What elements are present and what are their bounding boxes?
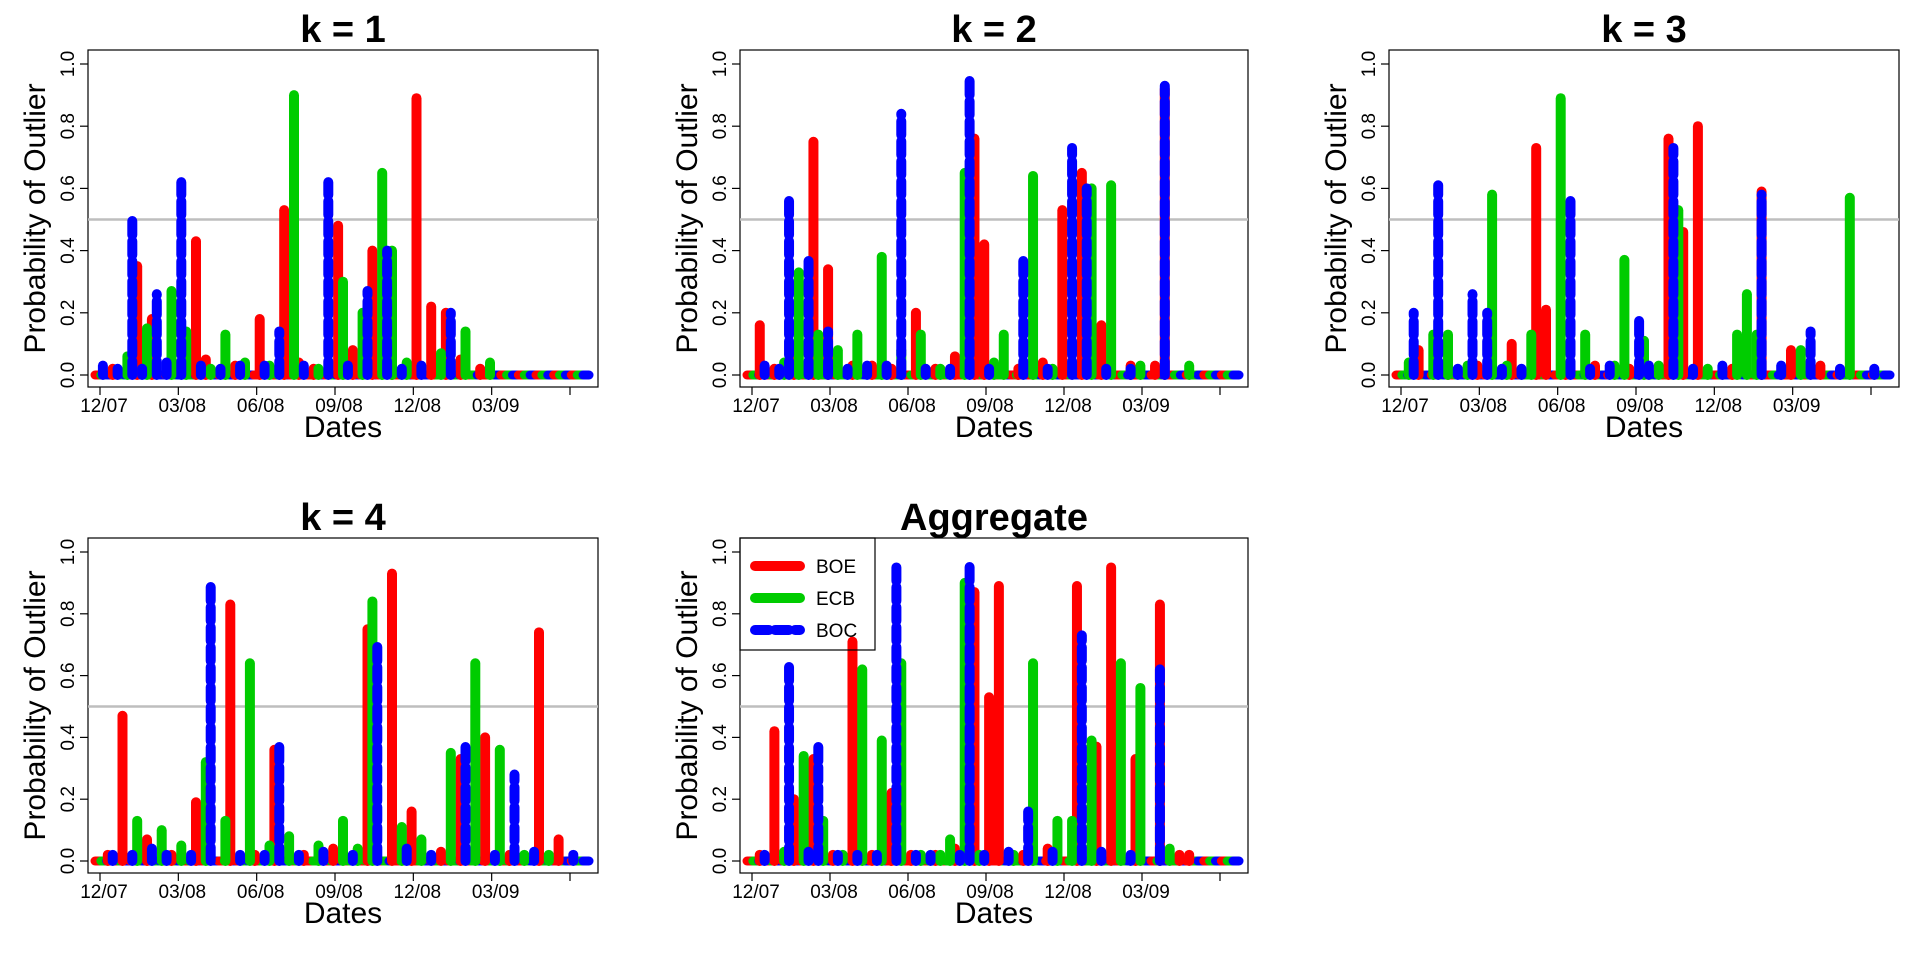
panel-2-ytick-label: 0.6: [710, 175, 731, 201]
panel-3-ytick-label: 0.6: [1359, 175, 1380, 201]
panel-1-ytick-label: 0.0: [58, 362, 79, 388]
panel-2-ytick-label: 0.4: [710, 237, 731, 264]
panel-5-xtick-label: 06/08: [888, 882, 936, 903]
panel-2-xtick-label: 12/08: [1044, 396, 1092, 417]
panel-3-xtick-label: 12/08: [1695, 396, 1743, 417]
panel-1-xlabel: Dates: [304, 411, 382, 444]
panel-5-ytick-label: 1.0: [710, 539, 731, 565]
panel-3-ytick-label: 0.2: [1359, 300, 1380, 326]
panel-5-ytick-label: 0.2: [710, 786, 731, 812]
panel-1-xtick-label: 12/07: [80, 396, 128, 417]
panel-3-series-boc: [1408, 142, 1880, 380]
panel-4-xtick-label: 12/08: [394, 882, 442, 903]
panel-5-ytick-label: 0.6: [710, 662, 731, 688]
panel-3-xtick-label: 09/08: [1616, 396, 1664, 417]
panel-5-legend: BOE ECB BOC: [739, 537, 876, 651]
panel-5-xlabel: Dates: [955, 897, 1033, 930]
panel-1-ytick-label: 0.2: [58, 300, 79, 326]
panel-5-legend-label-boc: BOC: [816, 621, 857, 642]
panel-4-ytick-label: 1.0: [58, 539, 79, 565]
panel-5-ytick-label: 0.8: [710, 601, 731, 627]
panel-4-ytick-label: 0.8: [58, 601, 79, 627]
panel-1-xtick-label: 12/08: [394, 396, 442, 417]
panel-3-xtick-label: 03/09: [1773, 396, 1821, 417]
panel-1-xtick-label: 03/09: [472, 396, 520, 417]
panel-2-series-boc: [759, 71, 1170, 380]
panel-4-xtick-label: 12/07: [80, 882, 128, 903]
panel-2-xtick-label: 03/08: [810, 396, 858, 417]
panel-4-xtick-label: 03/09: [472, 882, 520, 903]
panel-1-ylabel: Probability of Outlier: [19, 83, 52, 353]
panel-4-ylabel: Probability of Outlier: [19, 570, 52, 840]
panel-3-xtick-label: 06/08: [1538, 396, 1586, 417]
panel-2-ytick-label: 0.8: [710, 113, 731, 139]
panel-5-series-boc: [759, 559, 1165, 866]
panel-5: Aggregate 0.0 0.2 0.4 0.6 0.8 1.0 12/07 03/08 06/…: [671, 497, 1249, 930]
panel-2-xtick-label: 09/08: [966, 396, 1014, 417]
panel-5-ylabel: Probability of Outlier: [671, 570, 704, 840]
panel-5-xtick-label: 12/08: [1044, 882, 1092, 903]
panel-5-legend-label-boe: BOE: [816, 557, 856, 578]
panel-1-xtick-label: 06/08: [237, 396, 285, 417]
panel-2-ytick-label: 0.2: [710, 300, 731, 326]
panel-3-ytick-label: 0.4: [1359, 237, 1380, 264]
panel-5-xtick-label: 09/08: [966, 882, 1014, 903]
panel-4-ytick-label: 0.4: [58, 724, 79, 751]
panel-4: k = 4 0.0 0.2 0.4 0.6 0.8 1.0 12/07 03/08 06/08 09…: [19, 497, 599, 930]
panel-2-ylabel: Probability of Outlier: [671, 83, 704, 353]
panel-1-ytick-label: 0.8: [58, 113, 79, 139]
panel-2-xtick-label: 06/08: [888, 396, 936, 417]
panel-1-ytick-label: 1.0: [58, 51, 79, 77]
panel-4-series-boc: [107, 577, 579, 866]
panel-1-ytick-label: 0.4: [58, 237, 79, 264]
panel-5-legend-box: [739, 537, 876, 651]
panel-2-xtick-label: 12/07: [732, 396, 780, 417]
panel-3-ylabel: Probability of Outlier: [1320, 83, 1353, 353]
panel-1-series-boc: [97, 177, 456, 380]
panel-2-title: k = 2: [951, 9, 1037, 51]
panel-4-xtick-label: 06/08: [237, 882, 285, 903]
panel-3-ytick-label: 0.0: [1359, 362, 1380, 388]
panel-1-xtick-label: 09/08: [315, 396, 363, 417]
panel-4-ytick-label: 0.0: [58, 848, 79, 874]
panel-3-ytick-label: 1.0: [1359, 51, 1380, 77]
panel-5-ytick-label: 0.0: [710, 848, 731, 874]
panel-3-title: k = 3: [1601, 9, 1687, 51]
panel-5-xtick-label: 03/09: [1122, 882, 1170, 903]
panel-4-ytick-label: 0.6: [58, 662, 79, 688]
panel-5-ytick-label: 0.4: [710, 724, 731, 751]
panel-1-xtick-label: 03/08: [159, 396, 207, 417]
panel-2-xlabel: Dates: [955, 411, 1033, 444]
panel-3-xlabel: Dates: [1605, 411, 1683, 444]
panel-4-xtick-label: 03/08: [159, 882, 207, 903]
panel-4-title: k = 4: [300, 497, 386, 539]
panel-5-title: Aggregate: [900, 497, 1088, 539]
panel-3: k = 3 0.0 0.2 0.4 0.6 0.8 1.0 12/07 03/08 06/08 09…: [1320, 9, 1900, 444]
panel-3-xtick-label: 03/08: [1460, 396, 1508, 417]
panel-5-xtick-label: 12/07: [732, 882, 780, 903]
panel-4-xtick-label: 09/08: [315, 882, 363, 903]
panel-3-xtick-label: 12/07: [1381, 396, 1429, 417]
panel-5-legend-label-ecb: ECB: [816, 589, 855, 610]
panel-5-xtick-label: 03/08: [810, 882, 858, 903]
panel-2-xtick-label: 03/09: [1122, 396, 1170, 417]
panel-4-xlabel: Dates: [304, 897, 382, 930]
panel-1: k = 1 0.0 0.2 0.4 0.6 0.8 1.0 12/07 03/08 06/08 09…: [19, 9, 599, 444]
panel-4-series-boe: [102, 568, 564, 866]
panel-3-ytick-label: 0.8: [1359, 113, 1380, 139]
panel-2-ytick-label: 0.0: [710, 362, 731, 388]
panel-1-ytick-label: 0.6: [58, 175, 79, 201]
panel-2: k = 2 0.0 0.2 0.4 0.6 0.8 1.0 12/07 03/08 06/08 09…: [671, 9, 1249, 444]
panel-2-ytick-label: 1.0: [710, 51, 731, 77]
panel-1-title: k = 1: [300, 9, 386, 51]
panel-4-ytick-label: 0.2: [58, 786, 79, 812]
